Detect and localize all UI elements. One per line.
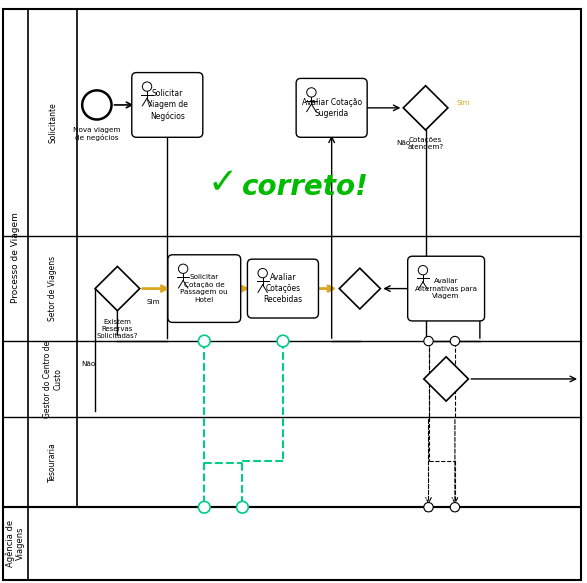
Text: Não: Não	[81, 361, 95, 367]
Circle shape	[277, 335, 289, 347]
Text: Solicitar
Viagem de
Negócios: Solicitar Viagem de Negócios	[147, 89, 188, 121]
Text: Sim: Sim	[456, 100, 470, 106]
Circle shape	[424, 336, 433, 346]
Circle shape	[198, 501, 210, 513]
Text: Tesouraria: Tesouraria	[48, 442, 57, 482]
Circle shape	[450, 336, 460, 346]
Text: Avaliar
Cotações
Recebidas: Avaliar Cotações Recebidas	[264, 273, 302, 304]
Text: correto!: correto!	[242, 173, 369, 201]
Polygon shape	[339, 268, 380, 309]
FancyBboxPatch shape	[248, 259, 318, 318]
Text: Não: Não	[397, 140, 411, 146]
Text: Setor de Viagens: Setor de Viagens	[48, 256, 57, 321]
Text: Solicitante: Solicitante	[48, 102, 57, 143]
Bar	[3, 9, 581, 507]
Text: Avaliar
Alternativas para
Viagem: Avaliar Alternativas para Viagem	[415, 278, 477, 299]
Text: Avaliar Cotação
Sugerida: Avaliar Cotação Sugerida	[302, 98, 362, 118]
Text: Solicitar
Cotação de
Passagem ou
Hotel: Solicitar Cotação de Passagem ou Hotel	[180, 275, 228, 303]
Polygon shape	[403, 86, 448, 130]
FancyBboxPatch shape	[407, 257, 485, 321]
Text: Nova viagem
de negócios: Nova viagem de negócios	[73, 127, 120, 141]
Circle shape	[424, 503, 433, 512]
Polygon shape	[424, 357, 468, 401]
Text: Gestor do Centro de
Custo: Gestor do Centro de Custo	[43, 340, 62, 417]
Text: Sim: Sim	[147, 299, 160, 305]
Circle shape	[450, 503, 460, 512]
Text: Existem
Reservas
Solicitadas?: Existem Reservas Solicitadas?	[97, 319, 138, 339]
Text: Agência de
Viagens: Agência de Viagens	[5, 520, 25, 567]
Polygon shape	[95, 266, 140, 311]
Text: ✓: ✓	[208, 167, 238, 201]
Circle shape	[198, 335, 210, 347]
FancyBboxPatch shape	[168, 255, 241, 322]
FancyBboxPatch shape	[131, 73, 203, 138]
FancyBboxPatch shape	[296, 79, 367, 138]
Text: Cotações
atendem?: Cotações atendem?	[407, 137, 444, 150]
Circle shape	[237, 501, 248, 513]
Text: Processo de Viagem: Processo de Viagem	[11, 213, 20, 303]
Bar	[3, 507, 581, 580]
